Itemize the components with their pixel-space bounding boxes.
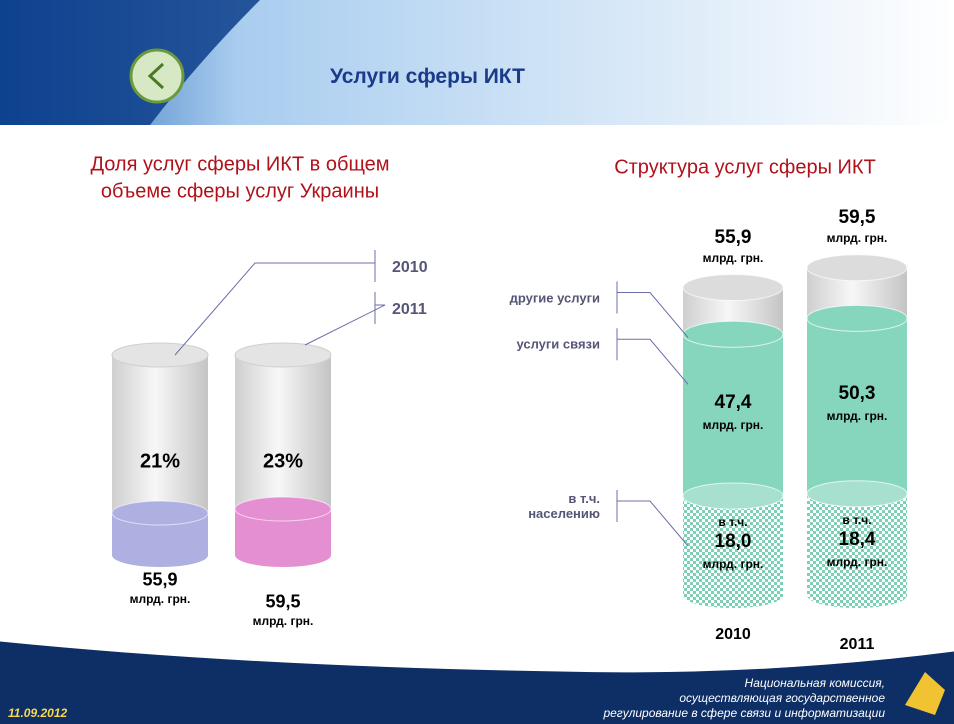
unit-label: млрд. грн. xyxy=(702,250,764,265)
cylinder-segment-top xyxy=(682,482,784,510)
cylinder-segment-top xyxy=(806,254,908,282)
cylinder-fill-top xyxy=(234,496,332,522)
x-tick-label: 2010 xyxy=(715,626,751,643)
inner-label: в т.ч. xyxy=(718,514,748,529)
legend-label: 2011 xyxy=(392,301,427,318)
chart-title: Доля услуг сферы ИКТ в общем xyxy=(90,153,390,176)
legend-label: другие услуги xyxy=(509,290,600,306)
cylinder-segment-top xyxy=(682,320,784,348)
value-label: 21% xyxy=(139,450,181,473)
footer-line: осуществляющая государственное xyxy=(679,691,885,705)
slide-title: Услуги сферы ИКТ xyxy=(330,65,525,88)
legend-leader xyxy=(174,262,375,356)
footer-edge xyxy=(0,638,954,673)
cylinder-segment xyxy=(807,480,907,608)
footer-line: регулирование в сфере связи и информатиз… xyxy=(603,706,885,720)
cylinder-segment xyxy=(683,483,783,608)
legend-leader xyxy=(617,338,689,385)
chart-title: Структура услуг сферы ИКТ xyxy=(614,156,876,179)
value-label: 50,3 xyxy=(838,383,876,405)
value-label: 23% xyxy=(262,450,304,473)
legend-label: 2010 xyxy=(392,259,428,276)
legend-leader xyxy=(617,500,689,547)
value-label: 18,4 xyxy=(838,529,876,551)
value-label: 47,4 xyxy=(714,392,752,414)
unit-label: млрд. грн. xyxy=(129,592,191,606)
unit-label: млрд. грн. xyxy=(826,230,888,245)
unit-label: млрд. грн. xyxy=(826,555,888,570)
unit-label: млрд. грн. xyxy=(702,556,764,571)
logo xyxy=(905,672,945,715)
legend-label: в т.ч. населению xyxy=(528,491,600,521)
footer-line: Национальная комиссия, xyxy=(744,676,885,690)
unit-label: млрд. грн. xyxy=(702,418,764,433)
back-arrow xyxy=(147,62,165,90)
date: 11.09.2012 xyxy=(8,706,68,720)
total-label: 55,9 xyxy=(142,569,178,590)
legend-label: услуги связи xyxy=(516,336,600,352)
back-button[interactable] xyxy=(129,48,185,104)
unit-label: млрд. грн. xyxy=(826,409,888,424)
legend-leader xyxy=(617,292,689,338)
value-label: 55,9 xyxy=(714,226,752,248)
value-label: 18,0 xyxy=(714,530,752,552)
footer-band xyxy=(0,640,954,724)
cylinder-fill-top xyxy=(111,500,209,526)
chart-title: объеме сферы услуг Украины xyxy=(100,180,380,203)
unit-label: млрд. грн. xyxy=(252,614,314,628)
header-decor xyxy=(0,0,260,125)
total-label: 59,5 xyxy=(265,591,301,612)
cylinder-segment-top xyxy=(806,304,908,332)
cylinder-segment-top xyxy=(806,480,908,508)
value-label: 59,5 xyxy=(838,206,876,228)
cylinder-segment-top xyxy=(682,274,784,302)
x-tick-label: 2011 xyxy=(839,636,875,653)
legend-leader xyxy=(304,304,386,346)
inner-label: в т.ч. xyxy=(842,513,872,528)
cylinder-glass-top xyxy=(111,342,209,368)
cylinder-glass-top xyxy=(234,342,332,368)
